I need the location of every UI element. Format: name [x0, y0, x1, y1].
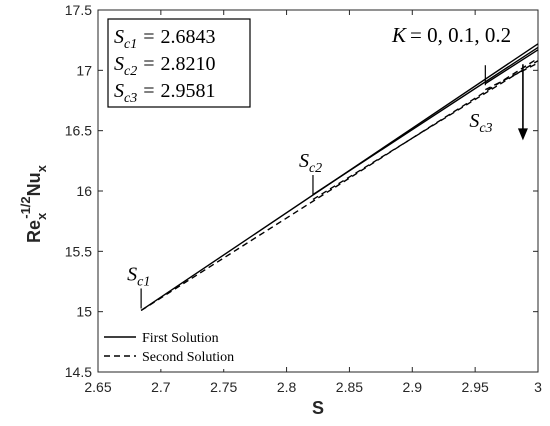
annotation-arrow-head	[517, 128, 528, 141]
info-value: 2.6843	[161, 26, 216, 48]
y-tick-label: 15	[76, 304, 92, 320]
critical-label-sub: c1	[137, 274, 150, 289]
x-tick-label: 3	[534, 379, 542, 395]
info-name: S	[114, 26, 124, 48]
critical-label-c3: Sc3	[469, 110, 492, 136]
critical-label-sub: c2	[309, 161, 322, 176]
critical-label-name: S	[299, 150, 309, 172]
critical-label-name: S	[469, 110, 479, 132]
series-line-K0.1-first	[312, 46, 539, 196]
info-eq: =	[143, 26, 154, 48]
y-label-sup: -1/2	[18, 196, 33, 218]
x-tick-label: 2.9	[403, 379, 423, 395]
y-label-sub2: x	[34, 164, 49, 172]
info-sub: c2	[124, 64, 137, 79]
annotation-arrow-label: K = 0, 0.1, 0.2	[391, 23, 511, 47]
critical-label-sub: c3	[479, 121, 492, 136]
annotation-k-values: = 0, 0.1, 0.2	[410, 23, 511, 47]
legend-box	[100, 325, 268, 369]
x-tick-label: 2.7	[151, 379, 171, 395]
info-name: S	[114, 53, 124, 75]
info-box-line: Sc3 = 2.9581	[114, 80, 216, 106]
y-tick-label: 14.5	[65, 364, 92, 380]
x-tick-label: 2.85	[336, 379, 363, 395]
y-label-sub: x	[34, 212, 49, 220]
x-tick-label: 2.95	[462, 379, 489, 395]
x-tick-label: 2.8	[277, 379, 297, 395]
info-box	[107, 18, 251, 108]
info-value: 2.9581	[161, 80, 216, 102]
plot-area: 2.65 2.7 2.75 2.8 2.85 2.9 2.95 3 14.5 15 15.5 16 16…	[18, 2, 542, 418]
info-name: S	[114, 80, 124, 102]
critical-label-c2: Sc2	[299, 150, 322, 176]
legend-label: First Solution	[142, 331, 219, 346]
y-label-base: Re	[24, 220, 44, 243]
critical-label-c1: Sc1	[127, 263, 150, 289]
y-tick-label: 15.5	[65, 243, 92, 259]
series-line-K0.1-second	[312, 60, 539, 201]
y-tick-label: 17.5	[65, 2, 92, 18]
series-line-K0.2-first	[484, 49, 539, 85]
y-axis-label: Rex-1/2Nux	[18, 164, 49, 243]
x-tick-label: 2.65	[84, 379, 111, 395]
y-tick-label: 16	[76, 183, 92, 199]
info-box-line: Sc1 = 2.6843	[114, 26, 216, 52]
info-sub: c3	[124, 91, 137, 106]
annotation-k: K	[391, 23, 407, 47]
info-eq: =	[143, 53, 154, 75]
y-tick-label: 17	[76, 62, 92, 78]
info-box-line: Sc2 = 2.8210	[114, 53, 216, 79]
y-label-base2: Nu	[24, 172, 44, 196]
info-sub: c1	[124, 37, 137, 52]
critical-label-name: S	[127, 263, 137, 285]
legend-label: Second Solution	[142, 350, 234, 365]
info-value: 2.8210	[161, 53, 216, 75]
x-tick-label: 2.75	[210, 379, 237, 395]
x-axis-label: S	[312, 398, 324, 418]
y-tick-label: 16.5	[65, 123, 92, 139]
info-eq: =	[143, 80, 154, 102]
series-line-K0-second	[140, 57, 539, 312]
